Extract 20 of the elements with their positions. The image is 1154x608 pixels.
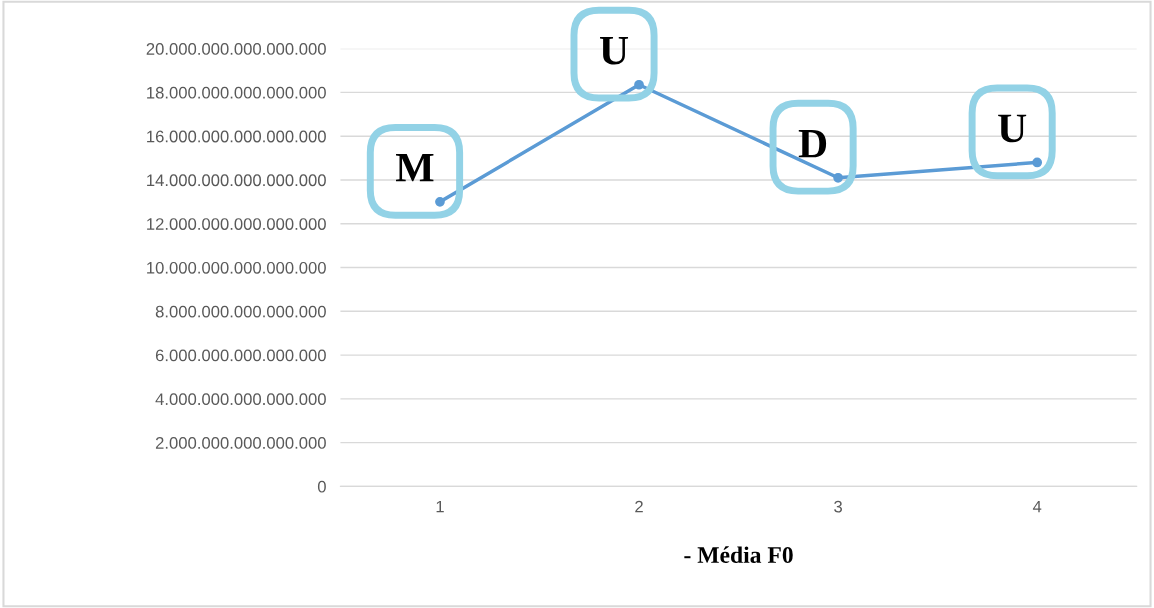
x-axis-title: - Média F0 — [684, 546, 793, 563]
annotation: M — [396, 154, 434, 182]
x-tick-label: 4 — [1032, 500, 1042, 513]
y-tick-label: 0 — [317, 480, 326, 493]
y-tick-label: 18.000.000.000.000.000 — [147, 86, 326, 99]
y-tick-label: 2.000.000.000.000.000 — [155, 437, 326, 449]
x-tick-label: 2 — [635, 500, 643, 513]
x-tick-label: 3 — [834, 500, 842, 513]
y-tick-label: 4.000.000.000.000.000 — [155, 393, 326, 406]
annotation: U — [600, 36, 629, 65]
annotation: U — [998, 114, 1027, 143]
annotation: D — [798, 129, 827, 158]
y-tick-label: 20.000.000.000.000.000 — [146, 43, 326, 55]
y-tick-label: 8.000.000.000.000.000 — [155, 305, 326, 318]
x-tick-label: 1 — [436, 500, 444, 513]
y-tick-label: 14.000.000.000.000.000 — [147, 174, 326, 187]
y-tick-label: 16.000.000.000.000.000 — [147, 130, 326, 143]
y-tick-label: 12.000.000.000.000.000 — [147, 218, 326, 230]
y-tick-label: 10.000.000.000.000.000 — [147, 261, 326, 274]
y-tick-label: 6.000.000.000.000.000 — [155, 349, 326, 362]
